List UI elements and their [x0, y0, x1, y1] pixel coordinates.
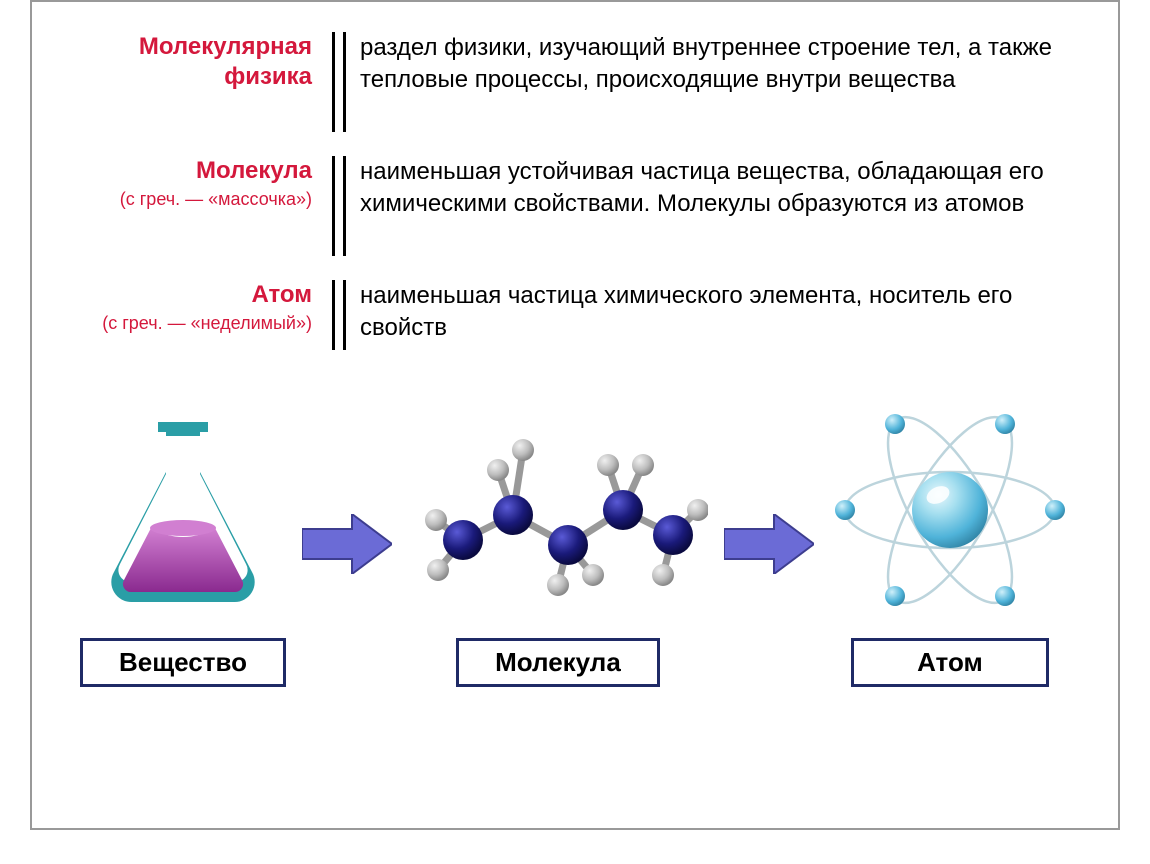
- slide-frame: Молекулярная физика раздел физики, изуча…: [30, 0, 1120, 830]
- molecule-graphic: [408, 400, 708, 620]
- flask-graphic: [103, 400, 263, 620]
- term-note: (с греч. — «неделимый»): [62, 312, 312, 335]
- molecule-item: Молекула: [408, 400, 708, 687]
- term-column: Атом (с греч. — «неделимый»): [62, 280, 332, 335]
- definition-text: раздел физики, изучающий внутреннее стро…: [346, 32, 1088, 97]
- substance-item: Вещество: [80, 400, 286, 687]
- term-note: (с греч. — «массочка»): [62, 188, 312, 211]
- definition-text: наименьшая устойчивая частица вещества, …: [346, 156, 1088, 221]
- term-column: Молекулярная физика: [62, 32, 332, 92]
- substance-label: Вещество: [80, 638, 286, 687]
- definition-text: наименьшая частица химического элемента,…: [346, 280, 1088, 345]
- atom-graphic: [830, 400, 1070, 620]
- atom-item: Атом: [830, 400, 1070, 687]
- definition-row-atom: Атом (с греч. — «неделимый») наименьшая …: [62, 280, 1088, 350]
- term-title: Атом: [62, 280, 312, 310]
- arrow-icon: [724, 434, 814, 654]
- molecule-label: Молекула: [456, 638, 660, 687]
- definition-row-molecule: Молекула (с греч. — «массочка») наименьш…: [62, 156, 1088, 256]
- atom-icon: [830, 400, 1070, 620]
- term-title: Молекула: [62, 156, 312, 186]
- separator-lines: [332, 156, 346, 256]
- illustration-row: Вещество: [62, 400, 1088, 687]
- atom-label: Атом: [851, 638, 1049, 687]
- molecule-icon: [408, 410, 708, 610]
- separator-lines: [332, 32, 346, 132]
- definition-row-molecular-physics: Молекулярная физика раздел физики, изуча…: [62, 32, 1088, 132]
- term-title: Молекулярная физика: [62, 32, 312, 92]
- term-column: Молекула (с греч. — «массочка»): [62, 156, 332, 211]
- separator-lines: [332, 280, 346, 350]
- arrow-icon: [302, 434, 392, 654]
- flask-icon: [103, 410, 263, 610]
